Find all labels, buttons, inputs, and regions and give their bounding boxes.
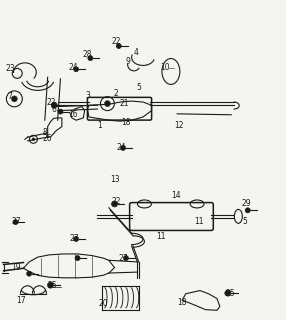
Text: 25: 25 (226, 289, 235, 298)
Text: 25: 25 (48, 281, 57, 290)
Text: 27: 27 (119, 253, 128, 263)
Text: 22: 22 (111, 37, 121, 46)
Circle shape (51, 102, 57, 108)
Text: 19: 19 (11, 263, 21, 272)
Text: 18: 18 (122, 118, 131, 127)
Text: 12: 12 (174, 121, 183, 130)
Text: 22: 22 (47, 98, 56, 107)
Text: 3: 3 (86, 91, 90, 100)
Text: 6: 6 (51, 105, 56, 114)
Text: 8: 8 (43, 128, 47, 137)
Text: 24: 24 (117, 143, 126, 152)
Text: 27: 27 (11, 217, 21, 226)
Text: 4: 4 (134, 48, 139, 57)
Text: 10: 10 (161, 62, 170, 71)
Text: 7: 7 (7, 92, 12, 101)
Text: 26: 26 (43, 134, 52, 143)
Circle shape (121, 145, 126, 150)
Text: 28: 28 (83, 50, 92, 59)
Circle shape (112, 201, 118, 207)
Text: 13: 13 (110, 175, 120, 184)
Text: 21: 21 (120, 99, 129, 108)
Text: 2: 2 (114, 89, 119, 98)
Circle shape (225, 290, 231, 296)
Text: 5: 5 (243, 217, 247, 226)
Text: 14: 14 (172, 191, 181, 200)
Text: 11: 11 (194, 217, 204, 226)
Circle shape (75, 256, 80, 260)
Text: 18: 18 (177, 298, 187, 307)
Text: 20: 20 (99, 299, 108, 308)
Text: 9: 9 (125, 57, 130, 67)
Text: 11: 11 (157, 232, 166, 241)
Text: 27: 27 (69, 234, 79, 243)
Text: 23: 23 (6, 64, 15, 73)
Circle shape (88, 56, 93, 60)
Text: 24: 24 (68, 62, 78, 71)
Text: 16: 16 (68, 110, 78, 119)
Circle shape (32, 138, 35, 141)
Circle shape (124, 256, 128, 260)
Text: 29: 29 (241, 199, 251, 208)
Circle shape (245, 208, 250, 213)
Circle shape (116, 44, 121, 49)
Circle shape (104, 101, 110, 107)
Circle shape (13, 220, 18, 225)
Circle shape (74, 236, 79, 242)
Circle shape (27, 271, 32, 276)
Circle shape (74, 67, 79, 72)
Text: 5: 5 (137, 83, 142, 92)
Circle shape (47, 282, 53, 288)
Text: 1: 1 (97, 121, 102, 130)
Text: 17: 17 (16, 296, 26, 305)
Circle shape (11, 96, 17, 102)
Circle shape (58, 109, 63, 114)
Text: 22: 22 (111, 197, 121, 206)
